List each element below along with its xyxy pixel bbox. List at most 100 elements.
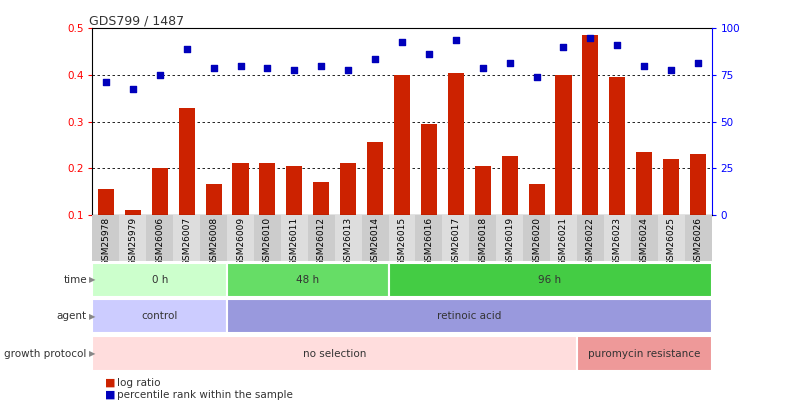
Bar bbox=[232, 164, 248, 261]
Bar bbox=[420, 124, 437, 261]
Bar bbox=[447, 72, 463, 261]
Bar bbox=[662, 159, 679, 261]
Bar bbox=[474, 166, 490, 261]
Bar bbox=[581, 35, 597, 261]
FancyBboxPatch shape bbox=[657, 215, 684, 261]
FancyBboxPatch shape bbox=[280, 215, 308, 261]
Point bbox=[207, 65, 220, 71]
FancyBboxPatch shape bbox=[92, 299, 226, 333]
Text: GSM26010: GSM26010 bbox=[263, 217, 271, 266]
FancyBboxPatch shape bbox=[119, 215, 146, 261]
Bar bbox=[340, 164, 356, 261]
Bar bbox=[178, 108, 194, 261]
Point bbox=[503, 60, 516, 66]
FancyBboxPatch shape bbox=[523, 215, 549, 261]
FancyBboxPatch shape bbox=[92, 337, 577, 371]
Text: GSM26014: GSM26014 bbox=[370, 217, 379, 266]
Point bbox=[691, 60, 703, 66]
Text: ▶: ▶ bbox=[89, 312, 96, 321]
Text: GSM26022: GSM26022 bbox=[585, 217, 594, 266]
FancyBboxPatch shape bbox=[469, 215, 495, 261]
Point bbox=[315, 62, 328, 69]
Text: agent: agent bbox=[57, 311, 87, 321]
FancyBboxPatch shape bbox=[226, 263, 388, 297]
Bar bbox=[313, 182, 329, 261]
Text: ■: ■ bbox=[104, 390, 115, 400]
FancyBboxPatch shape bbox=[92, 263, 226, 297]
Point bbox=[100, 79, 112, 85]
FancyBboxPatch shape bbox=[577, 337, 711, 371]
FancyBboxPatch shape bbox=[146, 215, 173, 261]
Text: GSM26006: GSM26006 bbox=[155, 217, 164, 266]
Text: GSM26019: GSM26019 bbox=[504, 217, 514, 266]
Point bbox=[475, 65, 488, 71]
Text: puromycin resistance: puromycin resistance bbox=[587, 349, 699, 358]
FancyBboxPatch shape bbox=[173, 215, 200, 261]
Text: GSM26008: GSM26008 bbox=[209, 217, 218, 266]
Text: GSM26017: GSM26017 bbox=[450, 217, 460, 266]
Point bbox=[180, 46, 193, 53]
FancyBboxPatch shape bbox=[254, 215, 280, 261]
Text: control: control bbox=[141, 311, 177, 321]
Text: no selection: no selection bbox=[303, 349, 366, 358]
Text: log ratio: log ratio bbox=[116, 378, 160, 388]
Text: GSM26018: GSM26018 bbox=[478, 217, 487, 266]
Bar bbox=[98, 189, 114, 261]
Bar bbox=[528, 184, 544, 261]
Bar bbox=[555, 75, 571, 261]
Point bbox=[153, 72, 166, 78]
Bar bbox=[609, 77, 625, 261]
FancyBboxPatch shape bbox=[334, 215, 361, 261]
Point bbox=[234, 62, 247, 69]
Bar bbox=[366, 143, 383, 261]
Text: retinoic acid: retinoic acid bbox=[437, 311, 501, 321]
Point bbox=[637, 62, 650, 69]
Bar bbox=[259, 164, 275, 261]
FancyBboxPatch shape bbox=[495, 215, 523, 261]
Text: GSM26016: GSM26016 bbox=[424, 217, 433, 266]
Point bbox=[422, 51, 434, 57]
Bar bbox=[286, 166, 302, 261]
FancyBboxPatch shape bbox=[442, 215, 469, 261]
Text: ▶: ▶ bbox=[89, 275, 96, 284]
FancyBboxPatch shape bbox=[577, 215, 603, 261]
Text: GSM25979: GSM25979 bbox=[128, 217, 137, 266]
Text: GSM26021: GSM26021 bbox=[558, 217, 567, 266]
Bar bbox=[206, 184, 222, 261]
Point bbox=[583, 34, 596, 41]
Text: 48 h: 48 h bbox=[296, 275, 319, 285]
FancyBboxPatch shape bbox=[308, 215, 334, 261]
Point bbox=[261, 65, 274, 71]
Text: GSM26025: GSM26025 bbox=[666, 217, 675, 266]
Text: percentile rank within the sample: percentile rank within the sample bbox=[116, 390, 292, 400]
FancyBboxPatch shape bbox=[361, 215, 388, 261]
FancyBboxPatch shape bbox=[226, 215, 254, 261]
Point bbox=[664, 67, 677, 74]
Point bbox=[341, 67, 354, 74]
Text: ■: ■ bbox=[104, 378, 115, 388]
FancyBboxPatch shape bbox=[684, 215, 711, 261]
Point bbox=[395, 39, 408, 46]
Point bbox=[369, 55, 381, 62]
FancyBboxPatch shape bbox=[415, 215, 442, 261]
FancyBboxPatch shape bbox=[200, 215, 226, 261]
Bar bbox=[689, 154, 705, 261]
Bar bbox=[152, 168, 168, 261]
FancyBboxPatch shape bbox=[603, 215, 630, 261]
Bar bbox=[393, 75, 410, 261]
Point bbox=[529, 74, 542, 81]
Text: GSM25978: GSM25978 bbox=[101, 217, 110, 266]
Text: GSM26013: GSM26013 bbox=[343, 217, 353, 266]
Point bbox=[449, 37, 462, 43]
Text: GSM26007: GSM26007 bbox=[182, 217, 191, 266]
Text: GSM26009: GSM26009 bbox=[236, 217, 245, 266]
Text: GSM26024: GSM26024 bbox=[639, 217, 648, 266]
Text: GSM26023: GSM26023 bbox=[612, 217, 621, 266]
Bar bbox=[124, 210, 141, 261]
Text: GSM26012: GSM26012 bbox=[316, 217, 325, 266]
Text: GSM26020: GSM26020 bbox=[532, 217, 540, 266]
Bar bbox=[635, 152, 651, 261]
FancyBboxPatch shape bbox=[549, 215, 577, 261]
Point bbox=[610, 41, 623, 48]
FancyBboxPatch shape bbox=[630, 215, 657, 261]
